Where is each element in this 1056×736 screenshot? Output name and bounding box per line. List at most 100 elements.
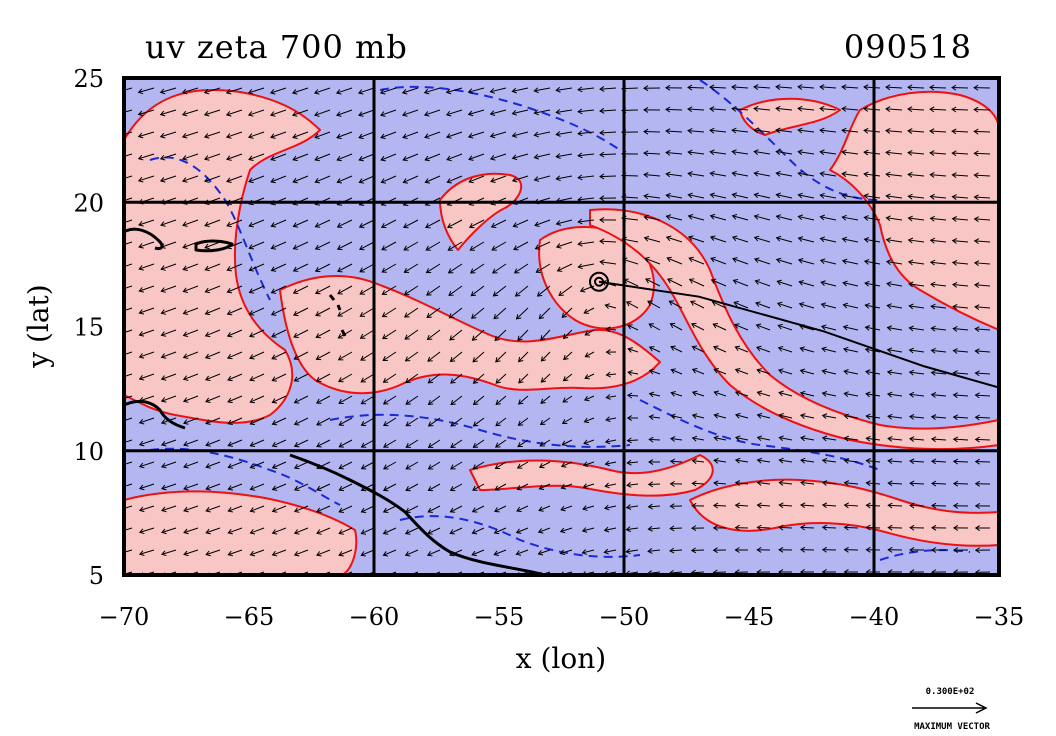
- wind-vector: [468, 175, 485, 183]
- wind-vector-head: [776, 301, 783, 308]
- wind-vector: [754, 172, 771, 177]
- wind-vector-head: [625, 526, 631, 533]
- wind-vector: [161, 527, 177, 533]
- vorticity-region-west-band: [124, 89, 321, 424]
- wind-vector-head: [316, 507, 322, 513]
- wind-vector: [405, 395, 419, 405]
- wind-vector-head: [952, 525, 959, 531]
- wind-vector-head: [691, 458, 697, 464]
- wind-vector: [424, 109, 441, 116]
- wind-vector: [294, 351, 309, 360]
- wind-vector-head: [204, 243, 210, 250]
- wind-vector-head: [338, 529, 344, 535]
- wind-vector-head: [756, 502, 762, 509]
- wind-vector-head: [555, 243, 562, 249]
- wind-vector: [820, 194, 837, 199]
- wind-vector-head: [494, 463, 501, 469]
- wind-vector: [821, 348, 837, 353]
- wind-vector: [627, 394, 639, 397]
- wind-vector-head: [159, 88, 166, 95]
- wind-vector-head: [709, 84, 715, 91]
- wind-vector: [491, 241, 507, 251]
- wind-vector: [822, 526, 837, 529]
- wind-vector: [205, 549, 221, 556]
- wind-vector: [490, 153, 507, 160]
- wind-vector-head: [626, 481, 632, 488]
- wind-vector-head: [538, 313, 545, 320]
- wind-vector: [604, 527, 617, 531]
- wind-vector-head: [842, 280, 848, 287]
- wind-vector-head: [952, 458, 959, 465]
- wind-vector-head: [516, 485, 523, 491]
- wind-vector: [494, 329, 507, 341]
- wind-vector-head: [626, 437, 632, 444]
- wind-vector: [336, 109, 353, 116]
- wind-vector-head: [599, 195, 605, 202]
- wind-vector-head: [227, 528, 233, 535]
- wind-vector-head: [908, 369, 915, 376]
- wind-vector-head: [495, 357, 501, 363]
- wind-vector: [666, 236, 683, 243]
- wind-vector-head: [625, 301, 632, 307]
- wind-vector: [428, 439, 441, 448]
- wind-vector: [361, 461, 375, 470]
- wind-vector-head: [470, 291, 477, 297]
- wind-vector: [160, 109, 177, 116]
- wind-vector-head: [885, 84, 891, 91]
- wind-vector: [800, 347, 815, 353]
- wind-vector: [427, 505, 441, 513]
- wind-vector-head: [909, 436, 915, 442]
- wind-vector: [799, 281, 815, 287]
- wind-vector-head: [138, 550, 145, 556]
- wind-vector: [448, 285, 463, 296]
- wind-vector-head: [753, 84, 759, 91]
- wind-vector: [469, 241, 485, 251]
- wind-vector: [584, 395, 595, 401]
- wind-vector: [227, 395, 243, 403]
- wind-vector-head: [583, 439, 589, 446]
- wind-vector-head: [909, 480, 915, 487]
- wind-vector: [512, 153, 529, 159]
- wind-vector-head: [533, 131, 539, 138]
- wind-vector-head: [907, 84, 913, 91]
- wind-vector: [138, 131, 155, 138]
- wind-vector: [887, 371, 903, 375]
- wind-vector-head: [511, 176, 518, 183]
- wind-vector: [405, 439, 419, 448]
- wind-vector-head: [249, 397, 255, 404]
- wind-vector: [205, 395, 221, 403]
- wind-vector-head: [292, 244, 299, 250]
- wind-vector-head: [423, 111, 430, 117]
- wind-vector-head: [338, 507, 344, 513]
- wind-vector: [516, 307, 529, 320]
- vorticity-region-spiral-band: [589, 208, 999, 451]
- wind-vector-head: [449, 485, 456, 492]
- wind-vector-head: [359, 245, 365, 251]
- wind-vector-head: [599, 216, 605, 223]
- wind-vector-head: [577, 108, 583, 115]
- wind-vector-head: [338, 464, 345, 470]
- wind-vector-head: [360, 377, 366, 383]
- wind-vector: [492, 263, 507, 274]
- wind-vector: [424, 153, 441, 161]
- wind-vector: [562, 417, 573, 424]
- wind-vector: [248, 87, 265, 94]
- wind-vector: [732, 86, 749, 89]
- wind-vector-head: [315, 311, 321, 317]
- wind-vector-head: [821, 524, 828, 531]
- wind-vector-head: [227, 463, 233, 469]
- wind-vector-head: [974, 392, 980, 399]
- wind-vector: [517, 329, 529, 341]
- wind-vector: [271, 263, 287, 272]
- wind-vector: [885, 86, 903, 89]
- wind-vector: [952, 174, 969, 177]
- wind-vector-head: [380, 178, 387, 184]
- wind-vector: [468, 87, 485, 93]
- wind-vector: [755, 302, 771, 309]
- wind-vector-head: [951, 259, 958, 266]
- wind-vector-head: [843, 480, 850, 486]
- wind-vector: [161, 285, 177, 292]
- wind-vector: [732, 151, 749, 155]
- wind-vector-head: [427, 378, 434, 384]
- wind-vector: [380, 87, 397, 94]
